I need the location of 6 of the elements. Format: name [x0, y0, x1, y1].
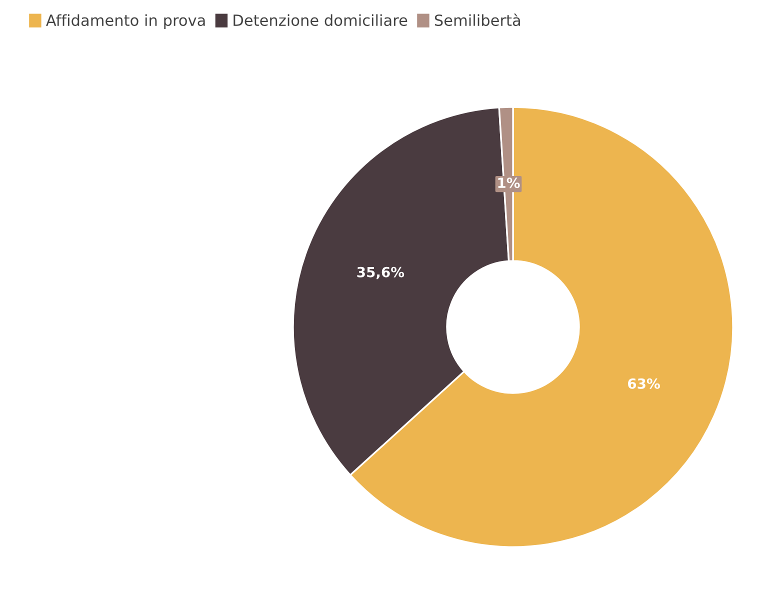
data-label: 1%	[498, 178, 520, 188]
legend-label: Detenzione domiciliare	[234, 14, 408, 26]
data-label: 63%	[628, 378, 660, 389]
legend-label: Affidamento in prova	[46, 14, 205, 29]
data-label: 35,6%	[357, 266, 404, 280]
legend-label: Semilibertà	[434, 14, 520, 26]
